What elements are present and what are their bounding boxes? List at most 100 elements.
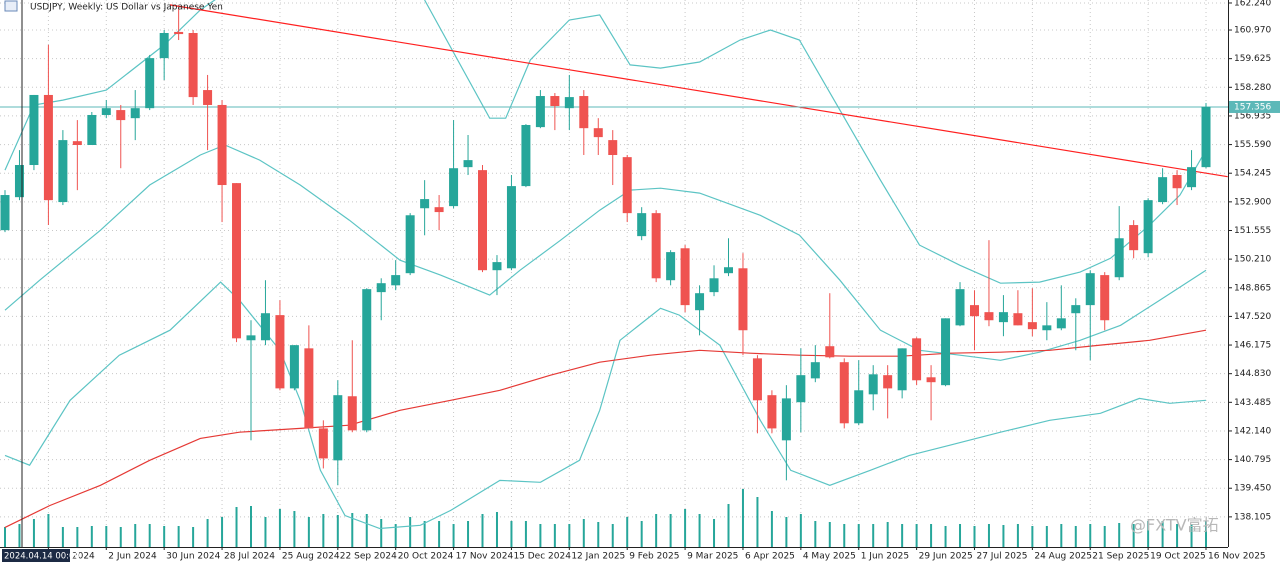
x-tick-label: 21 Sep 2025	[1092, 552, 1149, 562]
candle-body	[941, 318, 951, 386]
candle-body	[738, 268, 748, 331]
y-tick-label: 152.900	[1234, 197, 1271, 207]
x-tick-label: 16 Nov 2025	[1208, 552, 1266, 562]
x-tick-label: 15 Dec 2024	[513, 552, 571, 562]
candle-body	[159, 33, 169, 59]
candle-body	[405, 215, 415, 274]
candle-body	[463, 160, 473, 168]
candle-body	[376, 283, 386, 293]
candle-body	[58, 140, 68, 203]
candle-body	[246, 335, 256, 341]
x-tick-label: 9 Feb 2025	[629, 552, 679, 562]
candle-body	[434, 207, 444, 213]
candle-body	[506, 186, 516, 269]
candle-body	[724, 267, 733, 274]
x-tick-label: 1 Jun 2025	[861, 552, 909, 562]
x-tick-label: 24 Aug 2025	[1034, 552, 1092, 562]
candle-body	[217, 104, 227, 186]
y-tick-label: 146.175	[1234, 341, 1271, 351]
y-tick-label: 159.625	[1234, 54, 1271, 64]
y-tick-label: 158.280	[1234, 83, 1271, 93]
candle-body	[825, 346, 835, 358]
candle-body	[1027, 322, 1037, 330]
candle-body	[1187, 167, 1197, 188]
candle-body	[854, 390, 864, 424]
y-tick-label: 148.865	[1234, 283, 1271, 293]
grid-layer	[0, 0, 1228, 547]
candle-body	[174, 31, 184, 35]
candle-body	[203, 90, 213, 105]
candle-body	[449, 168, 459, 207]
candle-body	[912, 338, 922, 381]
candle-body	[391, 275, 401, 286]
candle-body	[651, 213, 661, 279]
current-price-box	[1229, 100, 1280, 113]
x-tick-label: 25 Aug 2024	[282, 552, 340, 562]
candle-body	[969, 305, 979, 317]
candle-body	[1042, 325, 1052, 331]
candle-body	[695, 293, 705, 311]
candle-body	[478, 170, 488, 271]
candle-body	[72, 141, 82, 146]
candle-body	[1071, 305, 1081, 314]
candle-body	[1100, 275, 1110, 321]
y-tick-label: 138.105	[1234, 512, 1271, 522]
candle-body	[680, 248, 690, 306]
candle-body	[666, 252, 676, 281]
current-price-label: 157.356	[1234, 102, 1271, 112]
y-tick-label: 147.520	[1234, 312, 1271, 322]
x-tick-label: 6 Apr 2025	[745, 552, 795, 562]
candle-body	[564, 97, 574, 109]
candle-body	[767, 395, 777, 429]
symbol-icon	[4, 0, 18, 12]
candle-body	[550, 96, 560, 107]
candle-body	[304, 348, 314, 429]
candle-body	[1085, 273, 1095, 306]
candle-body	[232, 183, 242, 339]
x-tick-label: 22 Sep 2024	[340, 552, 397, 562]
y-tick-label: 155.590	[1234, 140, 1271, 150]
candle-body	[868, 374, 878, 395]
candle-body	[955, 289, 965, 326]
candle-body	[492, 262, 502, 271]
candle-body	[1143, 200, 1153, 254]
candle-body	[883, 375, 893, 389]
candle-body	[521, 124, 531, 187]
candle-body	[593, 128, 603, 138]
candle-body	[1129, 225, 1139, 251]
candle-body	[14, 165, 24, 198]
x-tick-label: 30 Jun 2024	[166, 552, 220, 562]
candle-body	[188, 33, 198, 98]
candle-body	[275, 315, 285, 389]
x-tick-label: 28 Jul 2024	[224, 552, 275, 562]
candle-body	[984, 312, 994, 321]
candle-body	[926, 377, 936, 383]
x-tick-label: May 2024	[50, 552, 95, 562]
candle-body	[420, 199, 430, 209]
candle-body	[1172, 175, 1182, 189]
x-tick-label: 19 Oct 2025	[1150, 552, 1206, 562]
candle-body	[87, 114, 97, 146]
y-tick-label: 150.210	[1234, 255, 1271, 265]
indicator-line	[4, 329, 1207, 528]
y-tick-label: 140.795	[1234, 455, 1271, 465]
candle-body	[130, 108, 140, 119]
y-tick-label: 139.450	[1234, 484, 1271, 494]
x-tick-label: 27 Jul 2025	[976, 552, 1027, 562]
candle-body	[1114, 238, 1124, 278]
indicator-line	[4, 281, 1207, 530]
candle-body	[318, 428, 328, 459]
candle-body	[260, 313, 270, 341]
watermark: @FXTV富拓	[1130, 516, 1219, 535]
candle-body	[1201, 106, 1211, 168]
y-tick-label: 143.485	[1234, 398, 1271, 408]
candle-body	[1013, 313, 1023, 326]
candle-body	[796, 375, 806, 403]
candle-body	[579, 96, 589, 129]
candle-body	[752, 358, 762, 401]
candle-body	[43, 94, 53, 201]
candle-body	[637, 213, 647, 237]
y-tick-label: 144.830	[1234, 369, 1271, 379]
